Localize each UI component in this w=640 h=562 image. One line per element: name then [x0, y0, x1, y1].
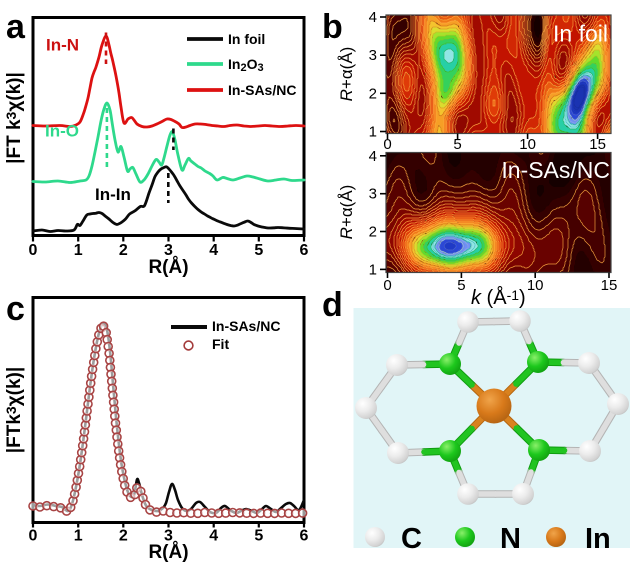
svg-text:1: 1 [74, 242, 83, 259]
svg-text:1: 1 [74, 528, 83, 545]
svg-text:R(Å): R(Å) [148, 257, 188, 278]
svg-text:d: d [322, 286, 343, 324]
svg-text:c: c [6, 290, 25, 328]
svg-text:2: 2 [119, 528, 128, 545]
svg-text:6: 6 [300, 242, 309, 259]
svg-text:|FTk3χ(k)|: |FTk3χ(k)| [3, 367, 25, 453]
svg-text:R(Å): R(Å) [148, 542, 188, 562]
svg-text:5: 5 [254, 528, 263, 545]
svg-text:4: 4 [209, 528, 218, 545]
svg-text:3: 3 [164, 242, 173, 259]
svg-text:3: 3 [369, 47, 377, 64]
svg-text:10: 10 [527, 277, 544, 294]
svg-text:5: 5 [254, 242, 263, 259]
svg-text:In foil: In foil [553, 21, 608, 47]
svg-text:In-SAs/NC: In-SAs/NC [501, 157, 610, 183]
svg-text:In-N: In-N [46, 36, 79, 55]
svg-text:1: 1 [369, 124, 377, 141]
svg-text:0: 0 [29, 528, 38, 545]
svg-text:a: a [6, 8, 26, 46]
svg-text:C: C [401, 523, 422, 555]
svg-text:R+α(Å): R+α(Å) [337, 185, 356, 240]
svg-text:2: 2 [369, 85, 377, 102]
svg-text:3: 3 [369, 186, 377, 203]
svg-text:In2O3: In2O3 [228, 56, 264, 74]
svg-text:0: 0 [29, 242, 38, 259]
svg-text:2: 2 [369, 224, 377, 241]
svg-text:R+α(Å): R+α(Å) [337, 47, 356, 102]
svg-text:5: 5 [453, 136, 461, 153]
svg-text:|FT k3χ(k)|: |FT k3χ(k)| [3, 72, 25, 164]
svg-text:4: 4 [209, 242, 218, 259]
svg-text:In-SAs/NC: In-SAs/NC [212, 318, 280, 334]
svg-text:In: In [585, 523, 611, 555]
svg-text:0: 0 [383, 136, 391, 153]
svg-text:Fit: Fit [212, 336, 229, 352]
svg-text:b: b [322, 8, 343, 46]
svg-text:3: 3 [164, 528, 173, 545]
svg-text:5: 5 [457, 277, 465, 294]
svg-text:4: 4 [369, 9, 377, 26]
svg-text:10: 10 [519, 136, 536, 153]
svg-text:15: 15 [601, 277, 618, 294]
svg-text:In-In: In-In [95, 185, 131, 204]
svg-text:In-O: In-O [45, 122, 79, 141]
svg-text:In foil: In foil [228, 31, 265, 47]
svg-text:1: 1 [369, 261, 377, 278]
svg-text:N: N [500, 523, 521, 555]
svg-text:In-SAs/NC: In-SAs/NC [228, 82, 296, 98]
svg-text:6: 6 [300, 528, 309, 545]
svg-text:0: 0 [383, 277, 391, 294]
svg-text:4: 4 [369, 148, 377, 165]
svg-text:15: 15 [589, 136, 606, 153]
svg-text:2: 2 [119, 242, 128, 259]
